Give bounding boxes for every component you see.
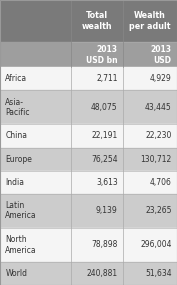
- Text: 296,004: 296,004: [140, 240, 172, 249]
- Bar: [0, 90, 177, 125]
- Bar: [0, 42, 177, 67]
- Text: Europe: Europe: [5, 154, 32, 164]
- Bar: [0, 171, 177, 194]
- Bar: [0, 0, 177, 42]
- Text: 76,254: 76,254: [91, 154, 118, 164]
- Text: 23,265: 23,265: [145, 206, 172, 215]
- Text: 51,634: 51,634: [145, 269, 172, 278]
- Bar: [0, 194, 177, 228]
- Text: China: China: [5, 131, 27, 141]
- Bar: [0, 125, 177, 148]
- Text: 2,711: 2,711: [96, 74, 118, 83]
- Bar: [0, 228, 177, 262]
- Text: 2013
USD bn: 2013 USD bn: [86, 45, 118, 65]
- Text: Wealth
per adult: Wealth per adult: [129, 11, 171, 31]
- Text: 22,230: 22,230: [145, 131, 172, 141]
- Text: 78,898: 78,898: [91, 240, 118, 249]
- Text: North
America: North America: [5, 235, 37, 255]
- Text: 48,075: 48,075: [91, 103, 118, 112]
- Bar: [0, 148, 177, 171]
- Text: 2013
USD: 2013 USD: [151, 45, 172, 65]
- Bar: [0, 262, 177, 285]
- Bar: [0, 67, 177, 90]
- Text: World: World: [5, 269, 27, 278]
- Text: 4,706: 4,706: [150, 178, 172, 187]
- Text: 3,613: 3,613: [96, 178, 118, 187]
- Text: Latin
America: Latin America: [5, 201, 37, 221]
- Text: 240,881: 240,881: [87, 269, 118, 278]
- Text: 43,445: 43,445: [145, 103, 172, 112]
- Text: Total
wealth: Total wealth: [82, 11, 112, 31]
- Text: India: India: [5, 178, 24, 187]
- Text: 4,929: 4,929: [150, 74, 172, 83]
- Text: Africa: Africa: [5, 74, 27, 83]
- Text: 22,191: 22,191: [92, 131, 118, 141]
- Text: 9,139: 9,139: [96, 206, 118, 215]
- Text: 130,712: 130,712: [140, 154, 172, 164]
- Text: Asia-
Pacific: Asia- Pacific: [5, 98, 30, 117]
